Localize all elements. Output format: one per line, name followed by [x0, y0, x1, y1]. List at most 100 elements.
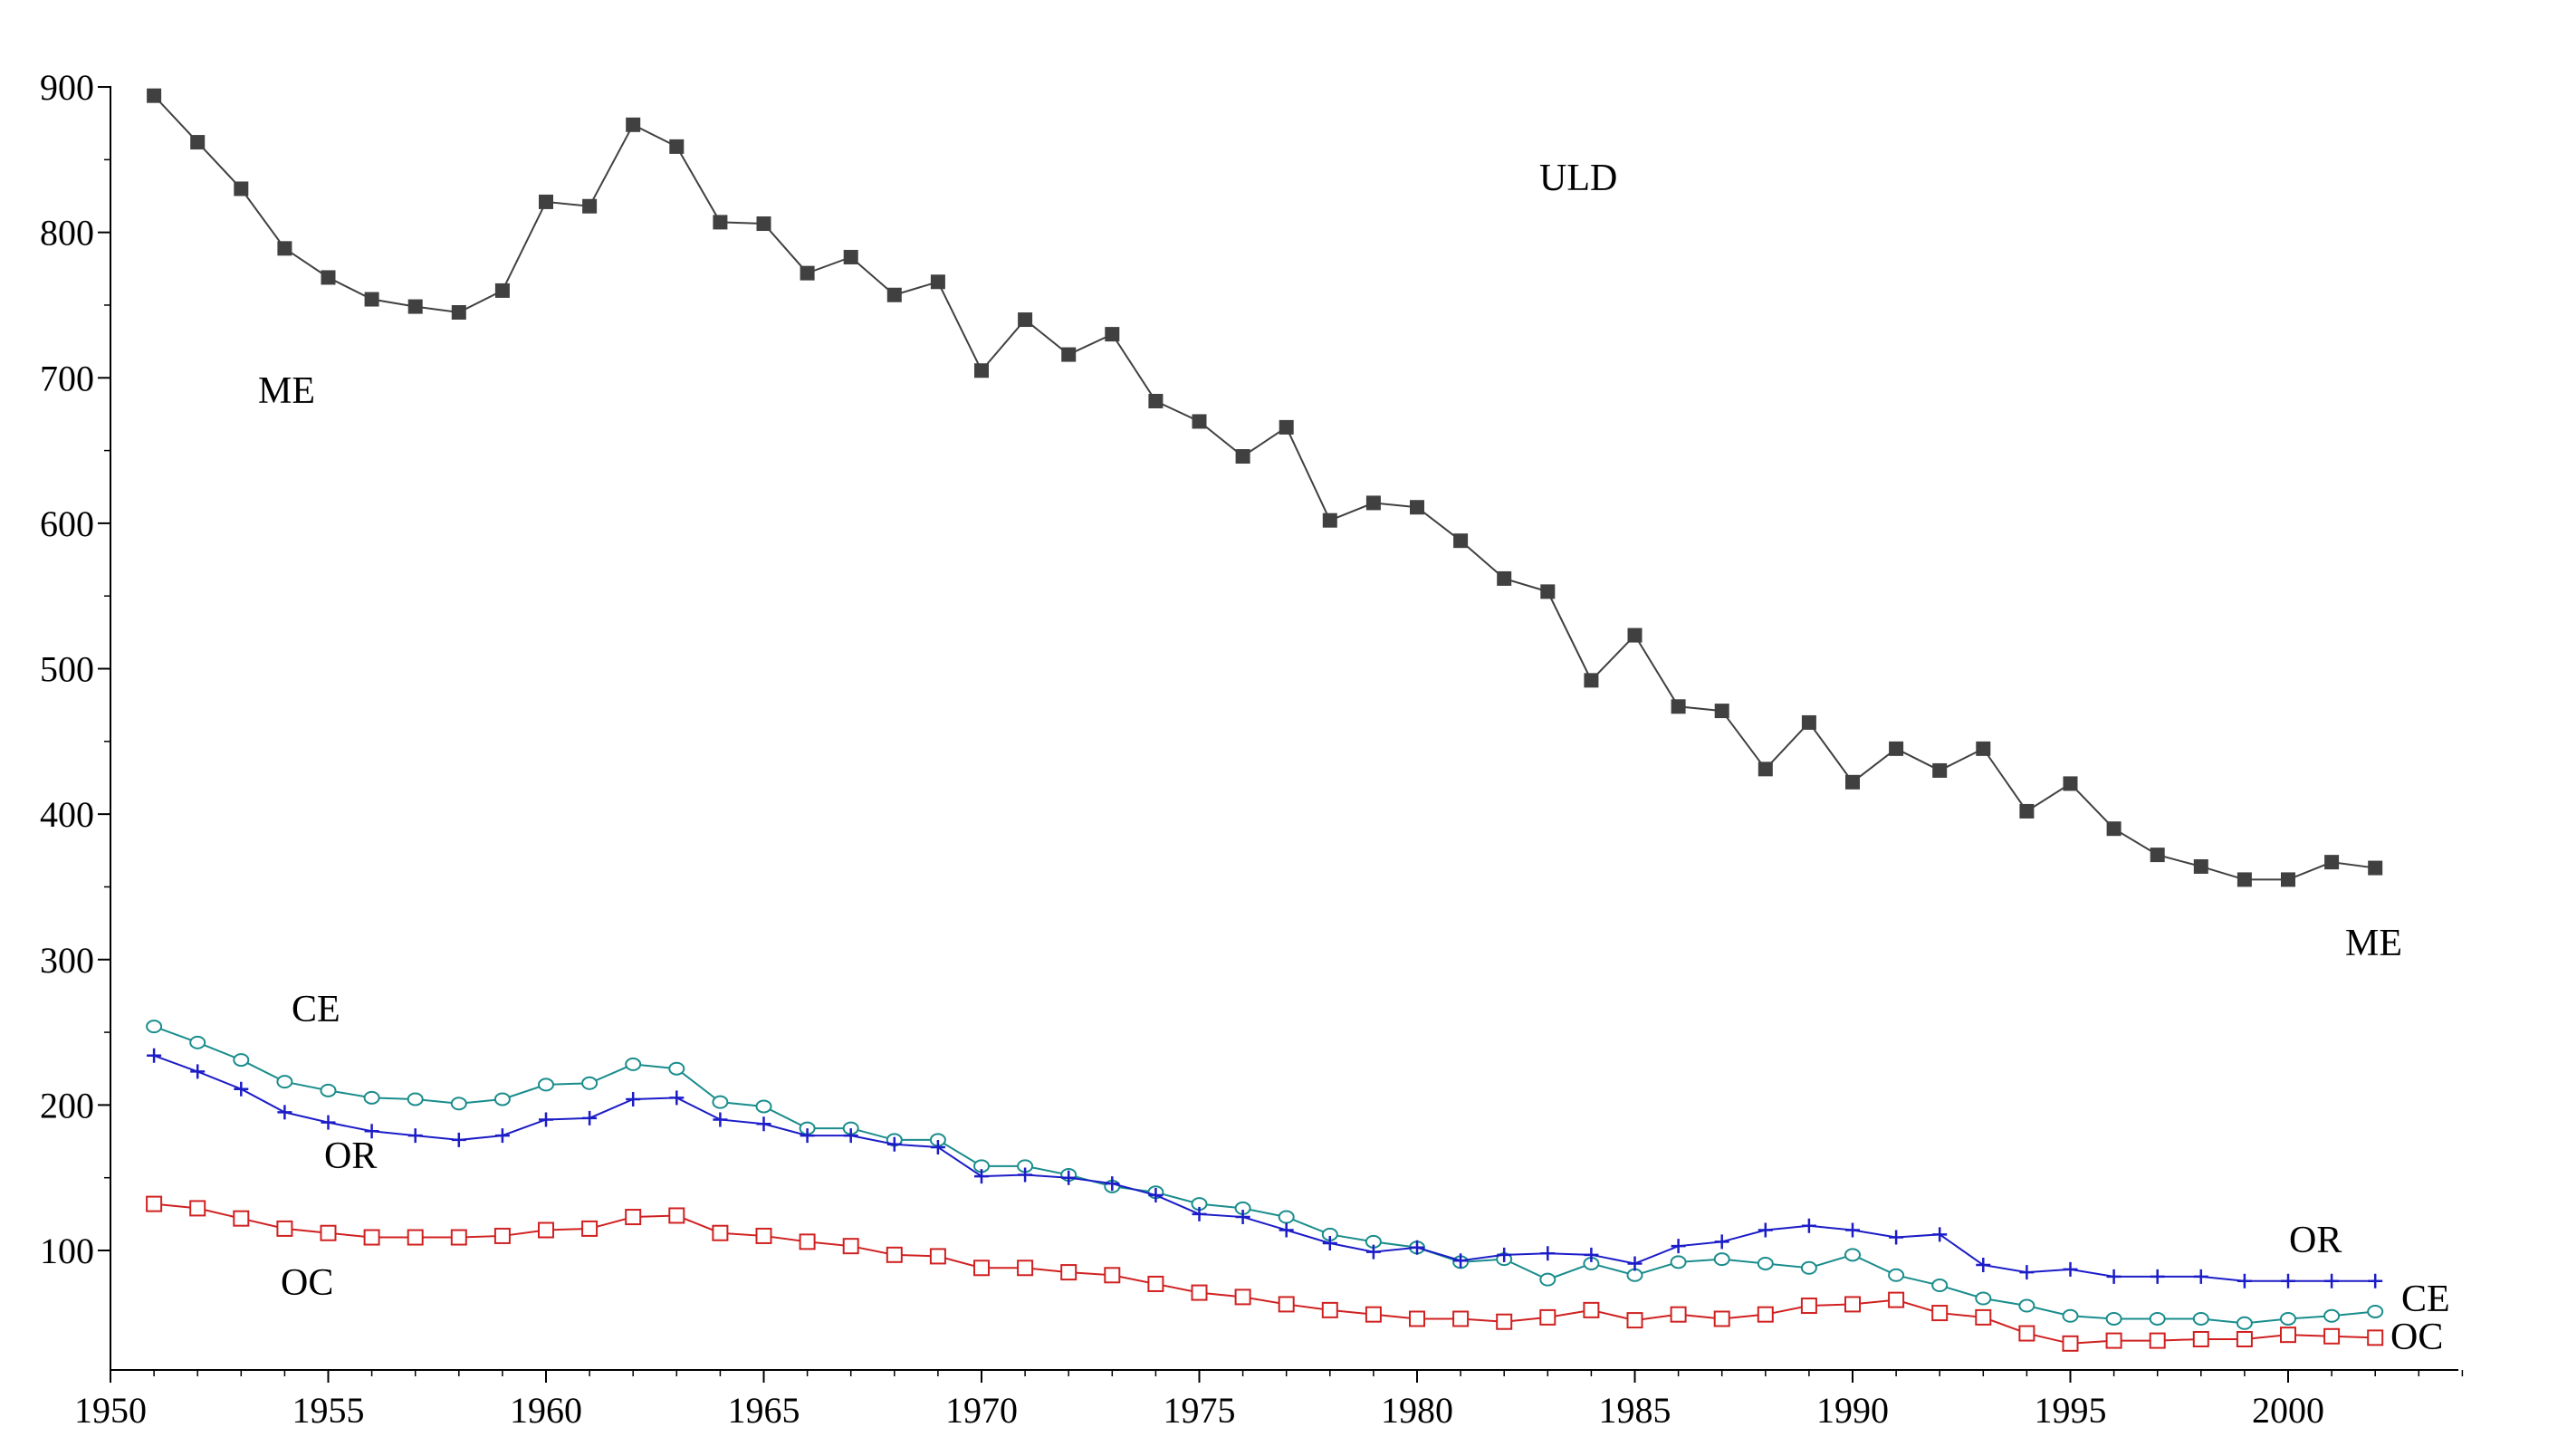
data-point-oc: [276, 1220, 293, 1237]
data-point-or: [1976, 1258, 1991, 1273]
data-point-ce: [1975, 1291, 1992, 1306]
data-point-me: [1365, 495, 1381, 511]
data-point-or: [2368, 1273, 2383, 1288]
x-tick-label: 2000: [2252, 1390, 2324, 1431]
data-point-me: [756, 216, 771, 232]
data-point-or: [2063, 1261, 2078, 1277]
x-tick-label: 1950: [74, 1390, 147, 1431]
y-tick-label: 600: [40, 503, 94, 544]
data-point-or: [1758, 1222, 1773, 1238]
data-point-ce: [2280, 1311, 2296, 1326]
data-point-me: [277, 241, 292, 256]
data-point-or: [1889, 1230, 1904, 1245]
data-point-or: [1671, 1239, 1686, 1254]
data-point-oc: [1844, 1296, 1861, 1313]
data-point-or: [1540, 1246, 1556, 1261]
data-point-or: [147, 1048, 162, 1063]
data-point-me: [1714, 704, 1729, 719]
data-point-me: [494, 283, 510, 298]
x-tick-label: 1955: [292, 1390, 365, 1431]
data-point-oc: [1452, 1310, 1470, 1327]
data-point-or: [1365, 1244, 1381, 1260]
data-point-or: [886, 1136, 902, 1152]
series-ce: [146, 1020, 2384, 1330]
data-point-oc: [2149, 1332, 2166, 1349]
data-point-me: [886, 287, 902, 302]
label-oc-left: OC: [281, 1262, 333, 1304]
data-point-oc: [1147, 1275, 1164, 1292]
data-point-me: [2193, 858, 2208, 874]
data-point-oc: [1017, 1260, 1034, 1277]
data-point-or: [1018, 1167, 1033, 1183]
data-point-or: [669, 1090, 685, 1106]
axes: [110, 86, 2458, 1371]
x-tick-label: 1990: [1816, 1390, 1889, 1431]
y-tick-label: 400: [40, 794, 94, 835]
label-oc-right: OC: [2390, 1317, 2443, 1358]
data-point-ce: [2018, 1298, 2035, 1313]
data-point-or: [2237, 1273, 2252, 1288]
data-point-or: [713, 1112, 728, 1127]
data-point-ce: [363, 1090, 380, 1105]
data-point-me: [1976, 741, 1991, 756]
data-point-oc: [1409, 1310, 1425, 1327]
data-point-oc: [712, 1224, 729, 1241]
data-point-or: [2193, 1269, 2208, 1284]
data-point-or: [1061, 1170, 1077, 1185]
data-point-oc: [146, 1195, 163, 1212]
x-tick-label: 1975: [1164, 1390, 1236, 1431]
data-point-ce: [450, 1097, 467, 1111]
data-point-ce: [1757, 1256, 1774, 1270]
data-point-me: [800, 265, 815, 281]
data-point-or: [582, 1110, 598, 1126]
data-point-oc: [233, 1210, 250, 1227]
data-point-oc: [668, 1207, 685, 1224]
data-point-or: [1714, 1234, 1729, 1250]
data-point-me: [1235, 449, 1250, 465]
data-point-oc: [1975, 1308, 1992, 1326]
data-point-or: [2150, 1269, 2165, 1284]
data-point-oc: [1713, 1310, 1730, 1327]
data-point-ce: [2192, 1311, 2209, 1326]
data-point-me: [147, 88, 162, 103]
data-point-oc: [1626, 1312, 1643, 1329]
data-point-ce: [1713, 1252, 1730, 1267]
data-point-me: [2063, 776, 2078, 791]
data-point-oc: [842, 1238, 859, 1255]
data-point-me: [364, 292, 379, 307]
x-tick-label: 1985: [1599, 1390, 1671, 1431]
data-point-ce: [1626, 1268, 1643, 1282]
data-point-ce: [581, 1076, 599, 1090]
data-point-oc: [973, 1260, 990, 1277]
data-point-ce: [668, 1061, 685, 1076]
label-ce-left: CE: [292, 989, 340, 1030]
data-point-ce: [276, 1075, 293, 1089]
y-tick-label: 300: [40, 940, 94, 981]
data-point-me: [1540, 584, 1556, 599]
data-point-me: [1845, 774, 1860, 790]
data-point-or: [2324, 1273, 2340, 1288]
data-point-ce: [2236, 1316, 2253, 1330]
data-point-oc: [1757, 1306, 1774, 1323]
data-point-or: [2106, 1269, 2122, 1284]
data-point-me: [1889, 741, 1904, 756]
data-point-me: [1671, 699, 1686, 714]
data-point-oc: [189, 1200, 206, 1217]
data-point-oc: [2280, 1327, 2296, 1344]
data-point-or: [1497, 1247, 1512, 1262]
data-point-me: [1192, 414, 1207, 429]
data-point-ce: [189, 1035, 206, 1049]
data-point-me: [626, 117, 641, 132]
data-point-or: [1148, 1187, 1164, 1202]
data-point-or: [1845, 1222, 1860, 1238]
data-point-me: [1758, 762, 1773, 777]
data-point-oc: [929, 1248, 946, 1265]
series-line-ce: [153, 1025, 2376, 1325]
data-point-oc: [2323, 1327, 2341, 1345]
x-tick-label: 1970: [945, 1390, 1018, 1431]
data-point-me: [234, 181, 249, 196]
label-or-left: OR: [324, 1135, 377, 1177]
data-point-me: [2324, 855, 2340, 870]
data-point-oc: [407, 1229, 424, 1246]
